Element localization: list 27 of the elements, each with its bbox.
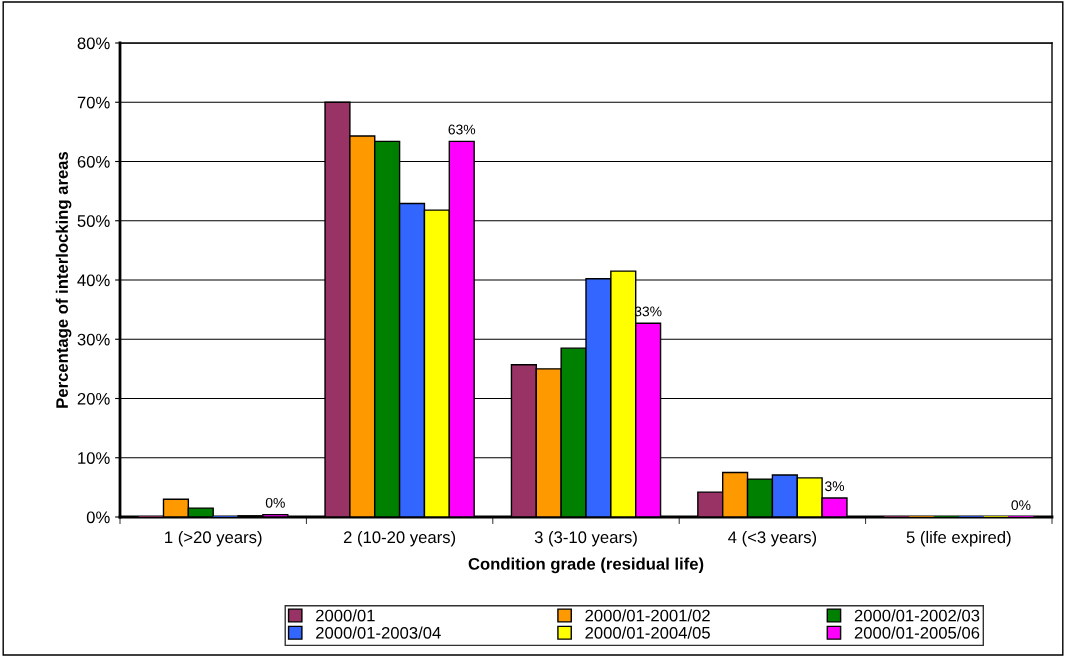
- data-label: 0%: [265, 497, 285, 508]
- legend-label: 2000/01-2001/02: [585, 609, 710, 622]
- y-tick-label: 60%: [77, 155, 110, 168]
- data-label: 33%: [634, 306, 662, 317]
- y-tick-label: 80%: [77, 37, 110, 50]
- legend-label: 2000/01-2002/03: [854, 609, 980, 622]
- y-tick-label: 20%: [77, 392, 110, 405]
- x-tick-label: 1 (>20 years): [165, 530, 262, 547]
- y-tick-label: 50%: [77, 215, 110, 227]
- y-tick-label: 70%: [77, 96, 110, 109]
- legend-label: 2000/01-2005/06: [854, 626, 980, 639]
- y-tick-label: 40%: [77, 274, 110, 287]
- data-label: 0%: [1011, 500, 1031, 511]
- data-label: 63%: [448, 124, 476, 135]
- y-tick-label: 10%: [78, 452, 110, 464]
- y-axis-title: Percentage of interlocking areas: [55, 151, 72, 408]
- data-label: 3%: [825, 481, 845, 492]
- legend-label: 2000/01: [316, 609, 375, 622]
- x-tick-label: 3 (3-10 years): [534, 530, 637, 547]
- x-tick-label: 2 (10-20 years): [343, 530, 456, 547]
- y-tick-label: 0%: [86, 511, 110, 524]
- y-tick-label: 30%: [77, 333, 110, 346]
- x-tick-label: 4 (<3 years): [728, 530, 817, 547]
- x-tick-label: 5 (life expired): [906, 530, 1011, 547]
- legend-label: 2000/01-2003/04: [316, 626, 441, 639]
- x-axis-title: Condition grade (residual life): [468, 557, 704, 574]
- legend-label: 2000/01-2004/05: [585, 626, 710, 639]
